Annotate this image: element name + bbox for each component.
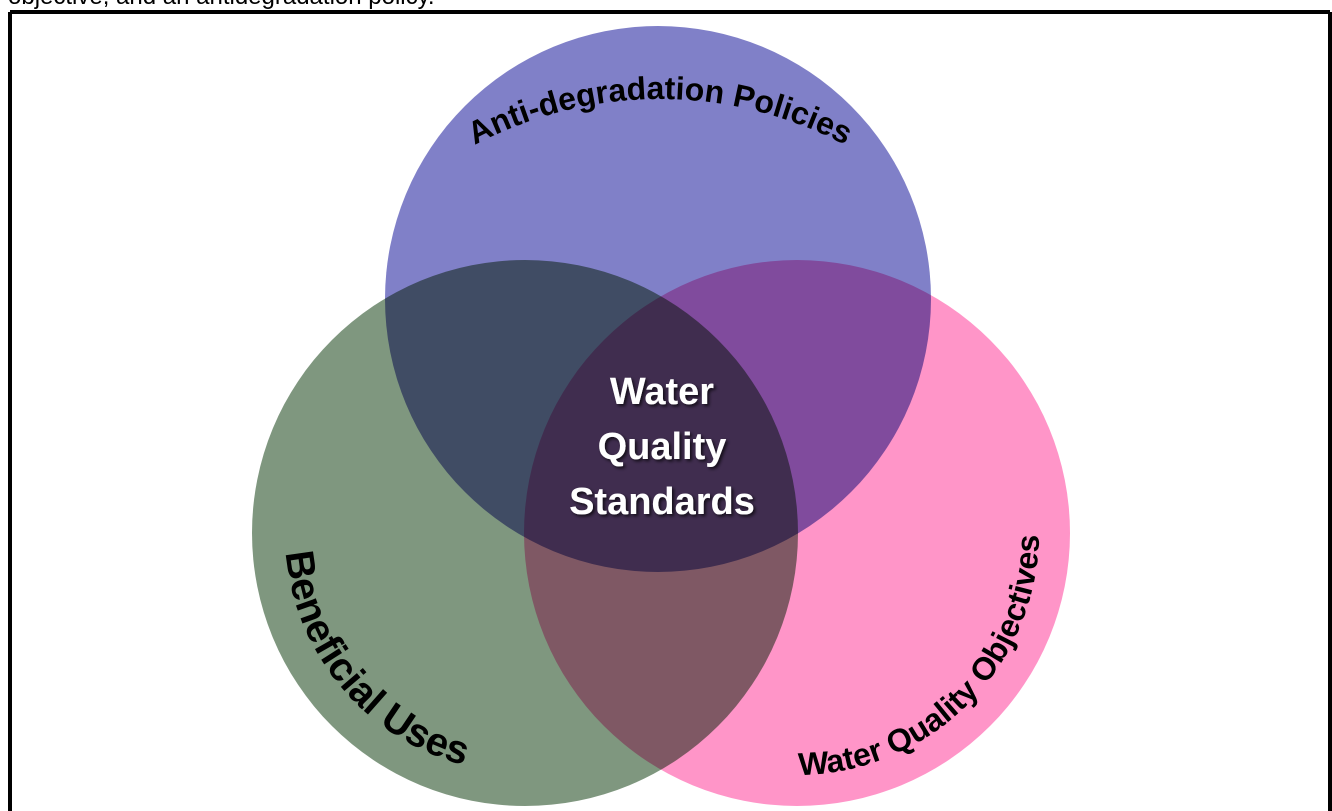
center-label: Water xyxy=(610,371,714,413)
header-fragment: objective, and an antidegradation policy… xyxy=(8,0,435,10)
venn-circle xyxy=(524,260,1070,806)
center-label: Quality xyxy=(598,426,727,468)
circles xyxy=(252,26,1070,806)
center-label: Standards xyxy=(569,481,755,523)
